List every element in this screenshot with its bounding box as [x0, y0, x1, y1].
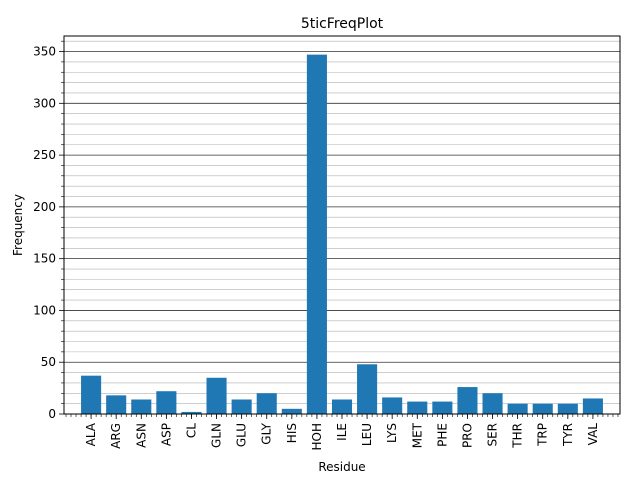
x-tick-label: HOH	[310, 423, 324, 451]
y-tick-label: 200	[33, 200, 56, 214]
bar-leu	[357, 364, 378, 414]
bar-arg	[106, 395, 127, 414]
bar-lys	[382, 397, 403, 414]
y-tick-label: 100	[33, 303, 56, 317]
bar-pro	[457, 387, 478, 414]
x-tick-label: ASN	[134, 423, 148, 448]
y-tick-label: 150	[33, 252, 56, 266]
x-tick-label: ASP	[159, 423, 173, 446]
bar-glu	[231, 399, 252, 414]
bar-series	[81, 54, 603, 415]
y-tick-label: 50	[41, 355, 56, 369]
x-tick-label: ALA	[84, 422, 98, 446]
y-tick-label: 300	[33, 96, 56, 110]
x-tick-label: GLU	[235, 423, 249, 447]
bar-cl	[181, 411, 202, 414]
x-tick-label: TRP	[536, 423, 550, 447]
bar-ser	[482, 393, 503, 414]
x-tick-label: THR	[511, 423, 525, 449]
x-tick-label: TYR	[561, 423, 575, 447]
x-axis: ALA ARG ASN ASP CL GLN GLU GLY HIS HOH ILE LEU LYS ME…	[65, 414, 619, 451]
bar-phe	[432, 401, 453, 414]
bar-tyr	[557, 403, 578, 414]
y-tick-label: 350	[33, 45, 56, 59]
x-tick-label: VAL	[586, 423, 600, 446]
major-gridlines	[64, 51, 620, 415]
x-tick-label: GLY	[260, 422, 274, 444]
bar-met	[407, 401, 428, 414]
bar-ala	[81, 375, 102, 414]
bar-asn	[131, 399, 152, 414]
x-tick-label: CL	[184, 423, 198, 438]
minor-gridlines	[64, 40, 620, 404]
bar-thr	[507, 403, 528, 414]
chart-title: 5ticFreqPlot	[301, 16, 384, 32]
x-tick-label: MET	[410, 422, 424, 448]
x-tick-label: ILE	[335, 423, 349, 441]
y-axis: 0 50 100 150 200 250 300 350	[33, 40, 64, 421]
x-tick-label: GLN	[210, 423, 224, 448]
x-axis-label: Residue	[318, 460, 365, 474]
x-tick-label: LEU	[360, 423, 374, 446]
y-tick-label: 250	[33, 148, 56, 162]
x-tick-label: LYS	[385, 423, 399, 443]
bar-gln	[206, 377, 227, 414]
bar-trp	[532, 403, 553, 414]
bar-gly	[256, 393, 277, 414]
bar-hoh	[306, 54, 327, 415]
x-tick-label: PHE	[435, 423, 449, 447]
x-tick-label: HIS	[285, 423, 299, 443]
x-tick-label: PRO	[460, 423, 474, 448]
x-tick-label: SER	[486, 423, 500, 447]
bar-ile	[331, 399, 353, 414]
y-axis-label: Frequency	[11, 194, 25, 256]
bar-his	[281, 408, 302, 414]
x-tick-label: ARG	[109, 423, 123, 449]
bar-val	[582, 398, 603, 414]
bar-asp	[156, 391, 177, 414]
y-tick-label: 0	[48, 407, 56, 421]
